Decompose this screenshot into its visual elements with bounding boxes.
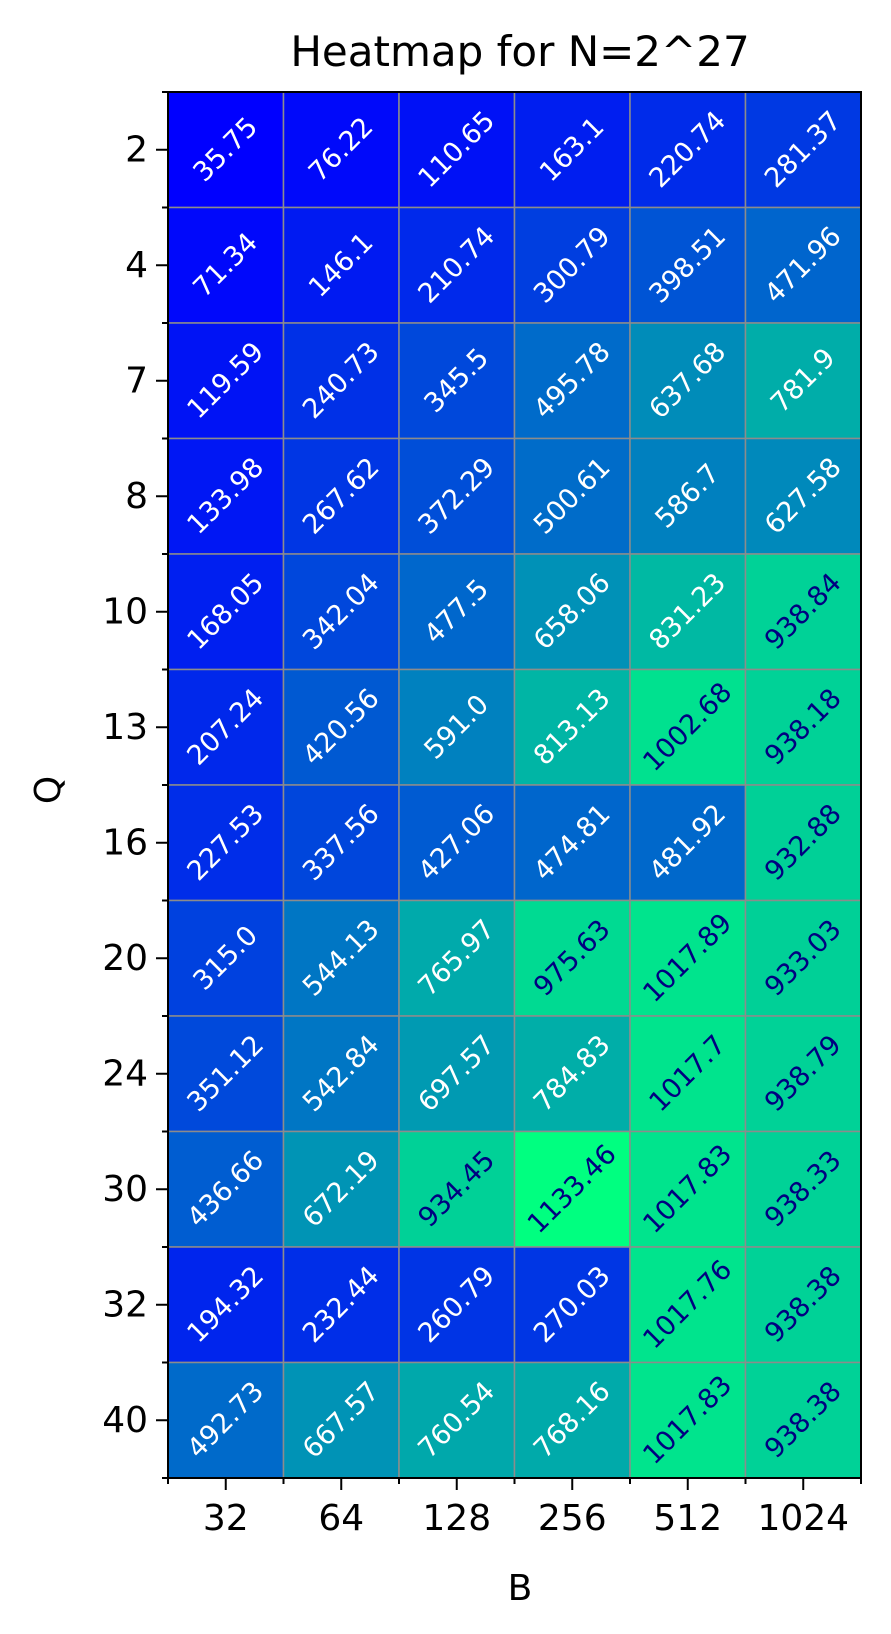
heatmap-cell	[629, 437, 747, 555]
y-tick-label: 13	[102, 707, 148, 748]
heatmap-cell	[167, 1361, 285, 1479]
heatmap-cell	[398, 437, 516, 555]
heatmap-cell	[167, 1246, 285, 1364]
heatmap-cell	[167, 553, 285, 671]
heatmap-cell	[398, 1361, 516, 1479]
y-tick-label: 40	[102, 1400, 148, 1441]
heatmap-cells	[167, 91, 862, 1479]
x-tick-label: 32	[203, 1498, 249, 1539]
heatmap-cell	[744, 784, 862, 902]
heatmap-cell	[513, 437, 631, 555]
heatmap-cell	[629, 899, 747, 1017]
heatmap-cell	[167, 1130, 285, 1248]
y-tick-label: 10	[102, 591, 148, 632]
y-tick-label: 20	[102, 938, 148, 979]
heatmap-cell	[744, 322, 862, 440]
heatmap-cell	[282, 206, 400, 324]
x-tick-label: 512	[653, 1498, 722, 1539]
x-axis-ticks: 32 64 128 256 512 1024	[167, 1478, 862, 1539]
chart-title: Heatmap for N=2^27	[290, 27, 749, 76]
heatmap-cell	[282, 1130, 400, 1248]
y-tick-label: 7	[125, 360, 148, 401]
heatmap-cell	[629, 1015, 747, 1133]
heatmap-cell	[282, 1361, 400, 1479]
heatmap-cell	[744, 668, 862, 786]
y-tick-label: 32	[102, 1284, 148, 1325]
heatmap-cell	[398, 784, 516, 902]
heatmap-cell	[629, 322, 747, 440]
heatmap-cell	[282, 91, 400, 209]
heatmap-cell	[513, 206, 631, 324]
heatmap-cell	[629, 668, 747, 786]
heatmap-cell	[398, 553, 516, 671]
x-tick-label: 128	[422, 1498, 491, 1539]
heatmap-cell	[282, 437, 400, 555]
heatmap-cell	[167, 668, 285, 786]
heatmap-cell	[167, 1015, 285, 1133]
heatmap-cell	[629, 91, 747, 209]
heatmap-cell	[513, 1246, 631, 1364]
heatmap-cell	[167, 899, 285, 1017]
heatmap-cell	[282, 1015, 400, 1133]
heatmap-cell	[513, 322, 631, 440]
heatmap-cell	[744, 91, 862, 209]
heatmap-cell	[513, 899, 631, 1017]
heatmap-cell	[167, 437, 285, 555]
heatmap-cell	[629, 553, 747, 671]
heatmap-cell	[398, 899, 516, 1017]
heatmap-cell	[629, 1130, 747, 1248]
heatmap-cell	[513, 784, 631, 902]
heatmap-cell	[167, 784, 285, 902]
heatmap-cell	[744, 899, 862, 1017]
y-tick-label: 2	[125, 129, 148, 170]
x-tick-label: 64	[318, 1498, 364, 1539]
heatmap-cell	[398, 1015, 516, 1133]
heatmap-cell	[513, 553, 631, 671]
heatmap-cell	[744, 1246, 862, 1364]
y-tick-label: 24	[102, 1053, 148, 1094]
heatmap-cell	[744, 1361, 862, 1479]
heatmap-cell	[513, 91, 631, 209]
x-tick-label: 1024	[757, 1498, 849, 1539]
x-tick-label: 256	[538, 1498, 607, 1539]
y-tick-label: 4	[125, 245, 148, 286]
y-tick-label: 30	[102, 1169, 148, 1210]
y-tick-label: 16	[102, 822, 148, 863]
heatmap-cell	[167, 322, 285, 440]
heatmap-cell	[282, 784, 400, 902]
heatmap-cell	[744, 206, 862, 324]
y-axis-label: Q	[28, 776, 69, 804]
heatmap-cell	[167, 91, 285, 209]
x-axis-label: B	[508, 1568, 533, 1609]
heatmap-cell	[513, 1361, 631, 1479]
heatmap-cell	[282, 322, 400, 440]
y-tick-label: 8	[125, 476, 148, 517]
heatmap-cell	[744, 1015, 862, 1133]
